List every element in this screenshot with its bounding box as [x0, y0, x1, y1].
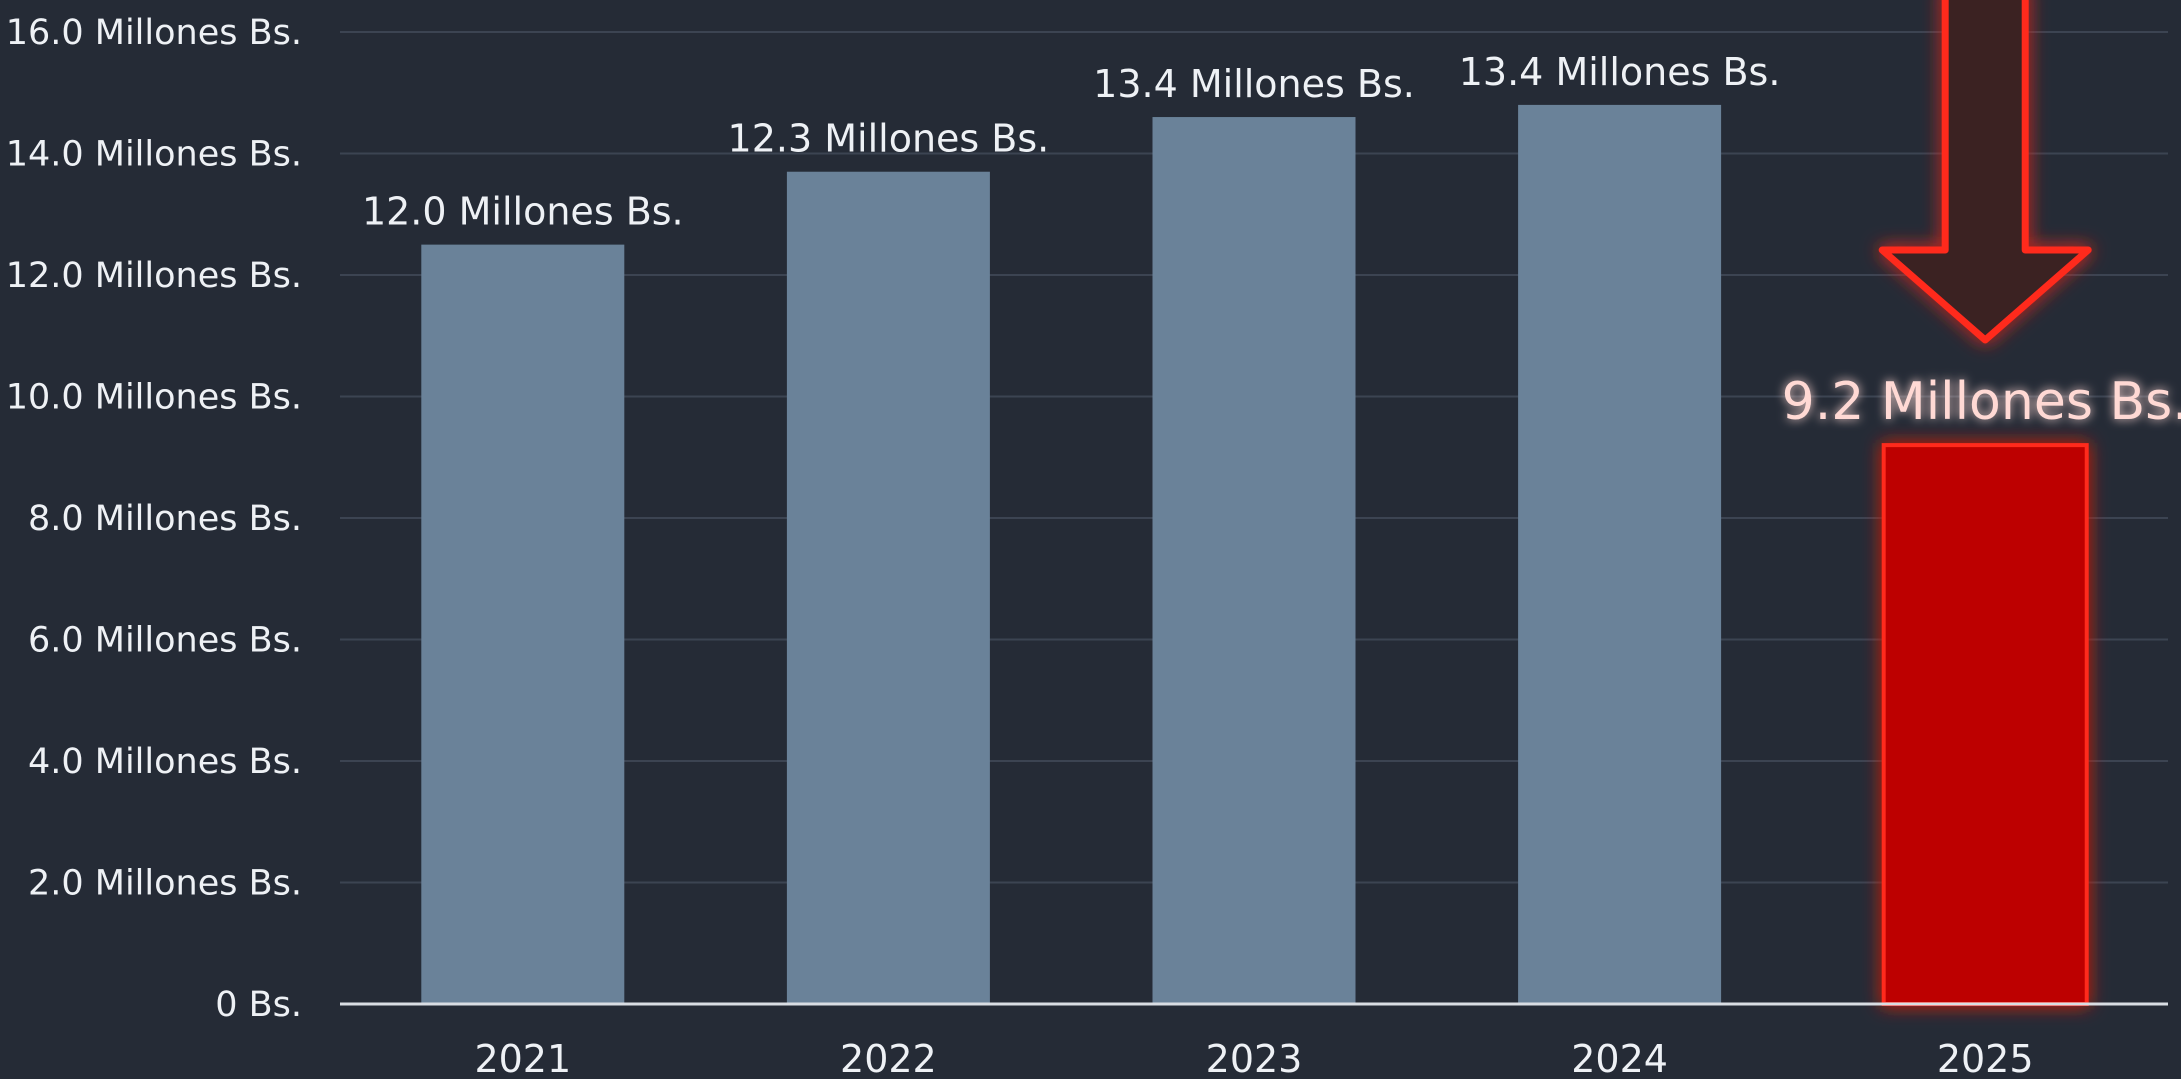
bar: [786, 171, 990, 1005]
y-tick-label: 6.0 Millones Bs.: [28, 621, 302, 661]
bar: [1518, 104, 1722, 1004]
y-axis-tick-labels: 0 Bs. 2.0 Millones Bs. 4.0 Millones Bs. 6.0…: [6, 13, 302, 1025]
data-label: 12.0 Millones Bs.: [362, 190, 684, 234]
y-tick-label: 10.0 Millones Bs.: [6, 378, 302, 418]
x-tick-label: 2021: [474, 1037, 571, 1079]
decline-annotation: [1878, 0, 2092, 344]
y-tick-label: 16.0 Millones Bs.: [6, 13, 302, 53]
y-tick-label: 12.0 Millones Bs.: [6, 256, 302, 296]
bar: [421, 244, 625, 1004]
bars: [421, 104, 2089, 1007]
highlight-bar: [1881, 443, 2089, 1007]
x-tick-label: 2025: [1937, 1037, 2034, 1079]
down-arrow-icon: [1878, 0, 2092, 344]
data-label: 13.4 Millones Bs.: [1093, 62, 1415, 106]
highlight-data-label: 9.2 Millones Bs.: [1782, 372, 2181, 432]
data-label: 12.3 Millones Bs.: [728, 117, 1050, 161]
bar: [1152, 117, 1356, 1005]
data-labels: 12.0 Millones Bs. 12.3 Millones Bs. 13.4 M…: [362, 50, 2181, 432]
y-tick-label: 8.0 Millones Bs.: [28, 499, 302, 539]
y-tick-label: 0 Bs.: [215, 985, 302, 1025]
x-tick-label: 2023: [1206, 1037, 1303, 1079]
y-tick-label: 14.0 Millones Bs.: [6, 135, 302, 175]
x-axis-tick-labels: 2021 2022 2023 2024 2025: [474, 1037, 2033, 1079]
x-tick-label: 2024: [1571, 1037, 1668, 1079]
x-tick-label: 2022: [840, 1037, 937, 1079]
y-tick-label: 2.0 Millones Bs.: [28, 864, 302, 904]
data-label: 13.4 Millones Bs.: [1459, 50, 1781, 94]
y-tick-label: 4.0 Millones Bs.: [28, 742, 302, 782]
